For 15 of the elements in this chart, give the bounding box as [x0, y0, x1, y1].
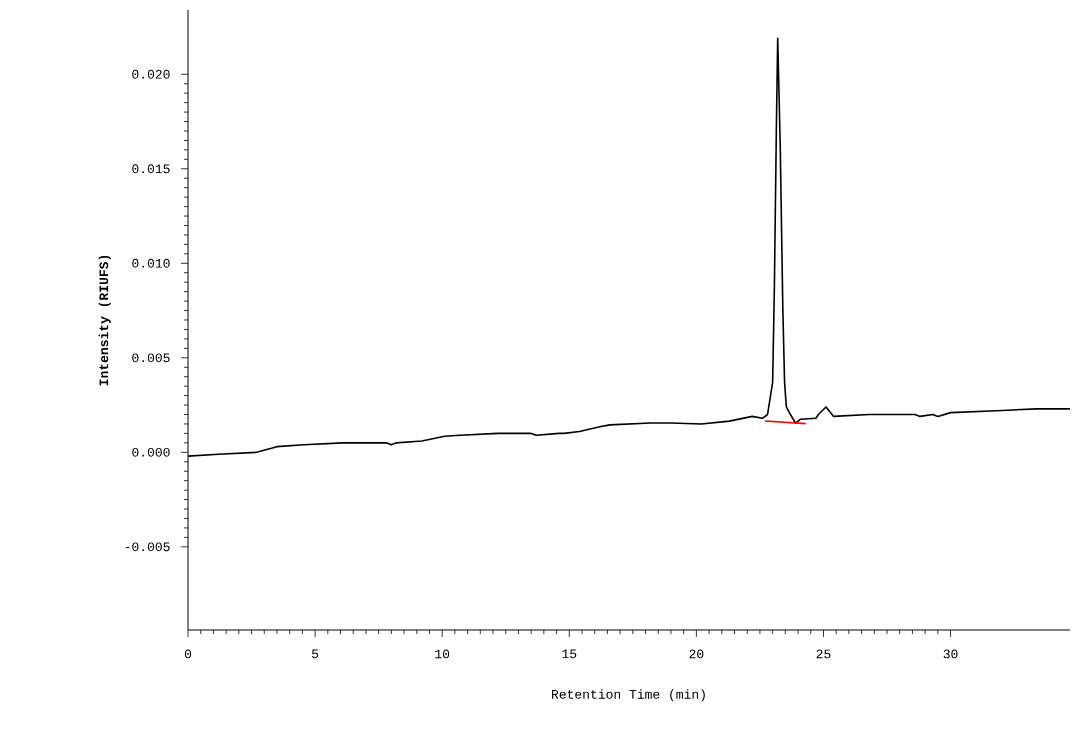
x-tick-label: 10: [435, 649, 450, 659]
x-tick-label: 15: [562, 649, 577, 659]
y-tick-label: 0.015: [132, 164, 170, 174]
x-tick-label: 25: [816, 649, 831, 659]
x-tick-label: 20: [689, 649, 704, 659]
y-tick-label: 0.005: [132, 353, 170, 363]
x-tick-label: 30: [943, 649, 958, 659]
y-tick-label: 0.000: [132, 447, 170, 457]
x-tick-label: 0: [184, 649, 192, 659]
y-tick-label: 0.010: [132, 258, 170, 268]
y-tick-label: 0.020: [132, 69, 170, 79]
x-axis-title: Retention Time (min): [552, 689, 705, 702]
y-axis-title: Intensity (RIUFS): [98, 255, 111, 386]
y-tick-label: -0.005: [125, 542, 170, 552]
x-tick-label: 5: [312, 649, 319, 659]
